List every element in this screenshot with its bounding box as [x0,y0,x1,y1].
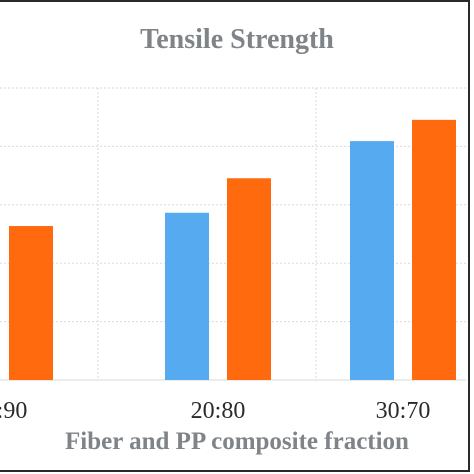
bar-series2-20-80 [227,178,271,380]
x-tick-labels: 10:90 20:80 30:70 [0,398,430,424]
bar-series1-30-70 [350,141,394,380]
bar-series1-20-80 [165,212,209,380]
bar-series2-30-70 [412,119,456,380]
bar-series2-10-90 [9,226,53,380]
x-tick-label: 20:80 [191,398,246,424]
x-tick-label: 30:70 [376,398,431,424]
x-axis-title: Fiber and PP composite fraction [65,428,409,455]
chart-title: Tensile Strength [140,24,334,55]
x-tick-label: 10:90 [0,398,27,424]
bars [9,119,456,380]
